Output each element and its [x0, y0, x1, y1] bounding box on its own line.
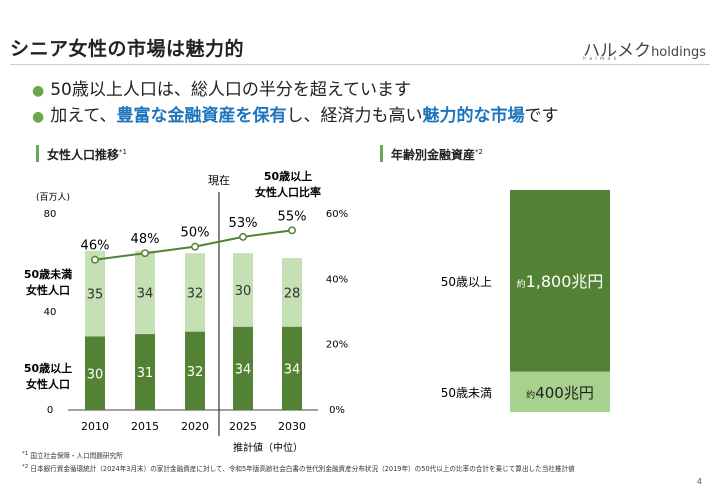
bar-under50-label: 32 [187, 286, 204, 301]
bullet-dot-icon: ● [32, 109, 45, 125]
bar-assets-under50 [510, 371, 610, 412]
footnote-2-mark: *2 [22, 463, 29, 470]
bar-assets-under50-label: 約400兆円 [526, 384, 594, 402]
bar-under50 [85, 250, 105, 337]
bar-assets-50plus [510, 190, 610, 372]
section-title-assets-text: 年齢別金融資産 [391, 148, 476, 162]
footnote-2-text: 日本銀行資金循環統計（2024年3月末）の家計金融資産に対して、令和5年版高齢社… [30, 465, 575, 473]
y-tick-label: 40 [44, 307, 57, 318]
page-title: シニア女性の市場は魅力的 [10, 38, 245, 60]
bar-50plus [135, 334, 155, 410]
section-title-population: 女性人口推移*1 [36, 145, 127, 162]
x-tick-label: 2010 [81, 420, 109, 433]
ratio-point [141, 249, 149, 258]
logo: ハルメクholdings halmek [583, 36, 706, 62]
bullet-2-part-4: です [524, 106, 559, 126]
bullet-2-part-0: 加えて、 [50, 106, 117, 126]
bullet-2-part-3: 魅力的な市場 [422, 106, 525, 126]
ratio-label: 48% [131, 232, 160, 247]
y-tick-label: 80 [44, 209, 57, 220]
assets-category-under50: 50歳未満 [441, 386, 492, 400]
section-title-population-note: *1 [119, 148, 127, 156]
bar-under50 [185, 253, 205, 332]
bar-50plus-label: 31 [137, 366, 154, 381]
section-title-assets: 年齢別金融資産*2 [380, 145, 483, 162]
ratio-point [191, 242, 199, 251]
bar-50plus [282, 326, 302, 410]
y-axis-label: (百万人) [36, 192, 70, 203]
bar-under50-label: 35 [87, 288, 104, 303]
bar-50plus [185, 331, 205, 410]
bar-under50 [135, 250, 155, 335]
x-tick-label: 2020 [181, 420, 209, 433]
bar-50plus-label: 34 [235, 362, 252, 377]
ratio-point [91, 255, 99, 264]
x-tick-label: 2015 [131, 420, 159, 433]
ratio-label: 46% [81, 239, 110, 254]
population-chart: (百万人) 0 40 80 0% 20% 40% 60% 30 35 2010 31 34 2015 32 3… [24, 169, 348, 454]
estimate-label: 推計値（中位） [233, 441, 303, 454]
now-label: 現在 [208, 174, 230, 187]
series-label-50plus: 50歳以上 [24, 361, 72, 375]
logo-text: ハルメク [583, 41, 652, 61]
bullet-2-part-2: し、経済力も高い [286, 106, 423, 126]
bar-50plus-label: 34 [284, 362, 301, 377]
title-divider [10, 64, 710, 65]
bar-under50 [233, 253, 253, 327]
bar-50plus-label: 30 [87, 367, 104, 382]
ratio-series-label: 50歳以上 [264, 169, 312, 183]
ratio-point [239, 232, 247, 241]
logo-suffix: holdings [651, 45, 706, 60]
ratio-label: 53% [229, 216, 258, 231]
series-label-under50: 50歳未満 [24, 267, 72, 281]
y2-tick-label: 20% [326, 340, 348, 351]
section-title-population-text: 女性人口推移 [47, 148, 120, 162]
section-title-assets-note: *2 [475, 148, 483, 156]
bullet-2-part-1: 豊富な金融資産を保有 [116, 106, 287, 126]
x-tick-label: 2025 [229, 420, 257, 433]
bullet-1: ● 50歳以上人口は、総人口の半分を超えています [32, 75, 411, 100]
bar-under50 [282, 258, 302, 327]
bar-under50-label: 28 [284, 286, 301, 301]
y2-tick-label: 40% [326, 274, 348, 285]
bar-50plus [85, 336, 105, 410]
footnote-1: *1 国立社会保障・人口問題研究所 [22, 450, 123, 460]
bar-under50-label: 34 [137, 286, 154, 301]
y2-tick-label: 60% [326, 209, 348, 220]
bullet-dot-icon: ● [32, 83, 45, 99]
x-tick-label: 2030 [278, 420, 306, 433]
bar-under50-label: 30 [235, 284, 252, 299]
y-tick-label: 0 [47, 405, 53, 416]
y2-tick-label: 0% [329, 405, 345, 416]
bar-50plus-label: 32 [187, 365, 204, 380]
ratio-point [288, 226, 296, 235]
series-label-under50: 女性人口 [26, 283, 70, 297]
bullet-1-part-0: 50歳以上人口は、総人口の半分を超えています [50, 80, 411, 100]
footnote-2: *2 日本銀行資金循環統計（2024年3月末）の家計金融資産に対して、令和5年版… [22, 463, 575, 473]
page-number: 4 [696, 477, 702, 486]
series-label-50plus: 女性人口 [26, 377, 70, 391]
ratio-label: 50% [181, 226, 210, 241]
logo-sub: halmek [583, 56, 620, 62]
bar-50plus [233, 326, 253, 410]
ratio-series-label: 女性人口比率 [255, 185, 321, 199]
footnote-1-text: 国立社会保障・人口問題研究所 [30, 452, 123, 460]
bar-assets-50plus-label: 約1,800兆円 [517, 272, 604, 291]
footnote-1-mark: *1 [22, 450, 29, 457]
bullet-2: ● 加えて、豊富な金融資産を保有し、経済力も高い魅力的な市場です [32, 101, 559, 126]
ratio-label: 55% [278, 209, 307, 224]
assets-category-50plus: 50歳以上 [441, 275, 492, 289]
